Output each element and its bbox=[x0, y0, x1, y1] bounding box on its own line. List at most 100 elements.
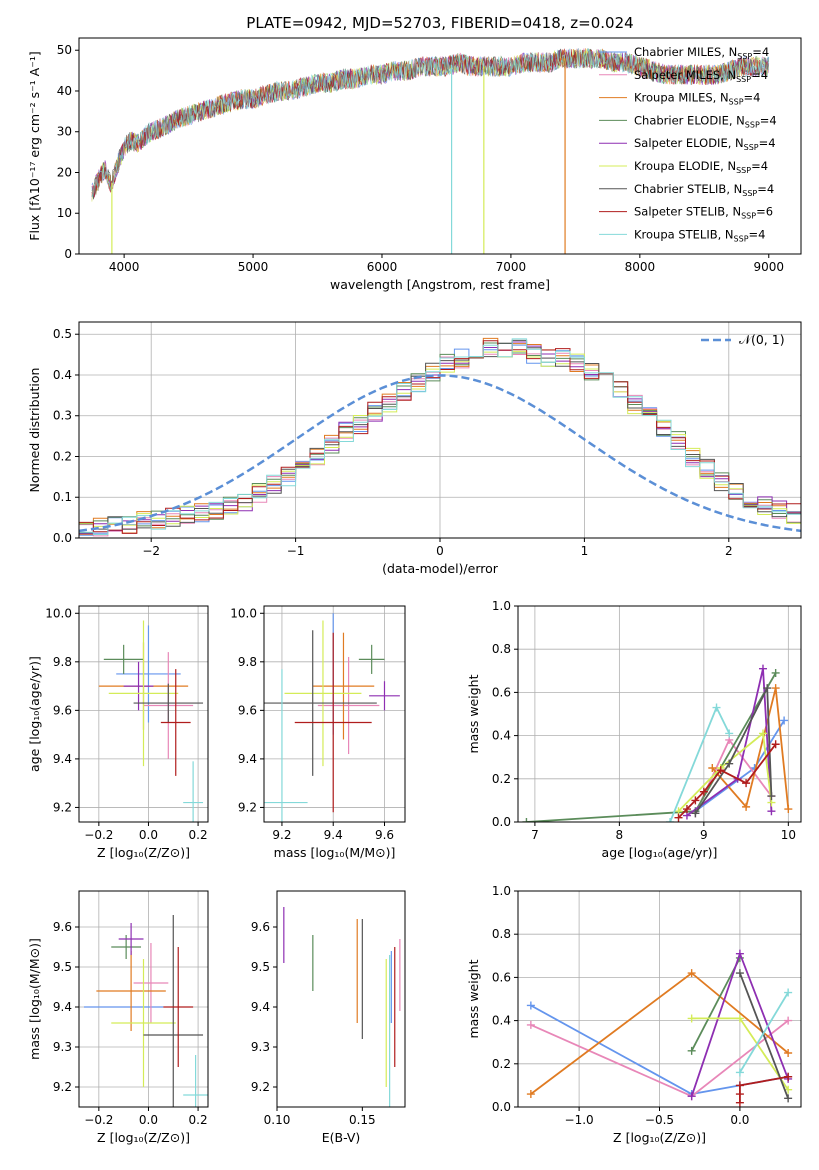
legend-entry: Chabrier MILES, NSSP=4 bbox=[634, 45, 769, 61]
y-tick-label: 0.8 bbox=[492, 642, 511, 656]
y-tick-label: 0.4 bbox=[53, 368, 72, 382]
weight-marker bbox=[742, 802, 751, 811]
legend-entry: Kroupa ELODIE, NSSP=4 bbox=[634, 159, 768, 175]
x-tick-label: −2 bbox=[142, 544, 160, 558]
weight-marker bbox=[771, 668, 780, 677]
y-tick-label: 9.8 bbox=[238, 655, 257, 669]
y-tick-label: 0.4 bbox=[492, 729, 511, 743]
legend-entry: Chabrier STELIB, NSSP=4 bbox=[634, 182, 774, 198]
x-tick-label: 8000 bbox=[625, 260, 656, 274]
y-tick-label: 9.4 bbox=[53, 752, 72, 766]
x-tick-label: 0.0 bbox=[139, 1113, 158, 1127]
y-axis-label: age [log₁₀(age/yr)] bbox=[27, 656, 42, 772]
y-tick-label: 9.6 bbox=[238, 703, 257, 717]
y-tick-label: 9.3 bbox=[251, 1040, 270, 1054]
weight-marker bbox=[687, 1014, 696, 1023]
x-axis-label: age [log₁₀(age/yr)] bbox=[602, 845, 718, 860]
weight-marker bbox=[771, 740, 780, 749]
weight-marker bbox=[526, 1001, 535, 1010]
histogram-step bbox=[79, 338, 801, 538]
weight-marker bbox=[682, 805, 691, 814]
y-axis-label: Flux [fλ10⁻¹⁷ erg cm⁻² s⁻¹ A⁻¹] bbox=[27, 51, 42, 240]
legend-value: =4 bbox=[752, 45, 769, 59]
legend-entry: Kroupa MILES, NSSP=4 bbox=[634, 91, 760, 107]
legend-subscript: SSP bbox=[736, 75, 751, 84]
x-axis-label: Z [log₁₀(Z/Z⊙)] bbox=[97, 1130, 190, 1145]
y-tick-label: 9.2 bbox=[251, 1080, 270, 1094]
y-tick-label: 9.2 bbox=[53, 1080, 72, 1094]
x-axis-label: (data-model)/error bbox=[382, 561, 499, 576]
y-tick-label: 0.2 bbox=[53, 449, 72, 463]
y-tick-label: 0 bbox=[64, 247, 72, 261]
y-tick-label: 9.4 bbox=[251, 1000, 270, 1014]
y-tick-label: 0.0 bbox=[492, 815, 511, 829]
plot-area bbox=[79, 606, 208, 822]
legend-value: =4 bbox=[749, 227, 766, 241]
y-tick-label: 9.2 bbox=[53, 800, 72, 814]
x-tick-label: 4000 bbox=[109, 260, 140, 274]
y-tick-label: 0.2 bbox=[492, 1057, 511, 1071]
plot-area bbox=[518, 891, 801, 1107]
y-tick-label: 9.6 bbox=[53, 920, 72, 934]
weight-marker bbox=[666, 818, 675, 822]
x-tick-label: −0.2 bbox=[84, 828, 113, 842]
x-tick-label: −1 bbox=[287, 544, 305, 558]
y-tick-label: 0.6 bbox=[492, 970, 511, 984]
weight-marker bbox=[767, 807, 776, 816]
weight-marker bbox=[758, 729, 767, 738]
panel-mass_vs_EBV: 0.10 0.15 9.2 9.3 9.4 9.5 9.6 E(B-V) bbox=[251, 890, 406, 1145]
x-axis-label: mass [log₁₀(M/M⊙)] bbox=[274, 845, 396, 860]
legend-value: =4 bbox=[751, 159, 768, 173]
weight-marker bbox=[784, 805, 793, 814]
legend-entry: Salpeter STELIB, NSSP=6 bbox=[634, 205, 773, 221]
legend-entry: 𝒩(0, 1) bbox=[739, 332, 785, 347]
legend-subscript: SSP bbox=[734, 234, 749, 243]
x-tick-label: 9.2 bbox=[272, 828, 291, 842]
y-tick-label: 10.0 bbox=[230, 606, 257, 620]
legend-subscript: SSP bbox=[741, 212, 756, 221]
y-tick-label: 0.0 bbox=[492, 1100, 511, 1114]
weight-marker bbox=[526, 1090, 535, 1099]
weight-marker bbox=[763, 684, 772, 693]
y-tick-label: 30 bbox=[57, 125, 72, 139]
weight-marker bbox=[784, 1016, 793, 1025]
weight-marker bbox=[784, 988, 793, 997]
x-tick-label: 5000 bbox=[238, 260, 269, 274]
legend-entry: Salpeter ELODIE, NSSP=4 bbox=[634, 136, 776, 152]
x-tick-label: 1 bbox=[581, 544, 589, 558]
y-tick-label: 9.5 bbox=[251, 960, 270, 974]
y-tick-label: 10.0 bbox=[45, 606, 72, 620]
legend-value: =6 bbox=[756, 205, 773, 219]
y-tick-label: 0.8 bbox=[492, 927, 511, 941]
weight-marker bbox=[725, 759, 734, 768]
weight-line bbox=[739, 992, 789, 1073]
x-tick-label: 10 bbox=[781, 828, 796, 842]
legend-subscript: SSP bbox=[744, 143, 759, 152]
weight-line bbox=[739, 1075, 789, 1103]
x-tick-label: 8 bbox=[616, 828, 624, 842]
y-tick-label: 0.3 bbox=[53, 409, 72, 423]
panel-spectrum: 4000 5000 6000 7000 8000 9000 0 10 20 30 40 50 wavel… bbox=[27, 37, 802, 292]
figure-title: PLATE=0942, MJD=52703, FIBERID=0418, z=0… bbox=[246, 14, 633, 32]
spectrum-line bbox=[91, 48, 770, 198]
y-tick-label: 0.1 bbox=[53, 490, 72, 504]
legend-value: =4 bbox=[757, 182, 774, 196]
legend-entry: Kroupa STELIB, NSSP=4 bbox=[634, 227, 765, 243]
x-tick-label: −1.0 bbox=[565, 1113, 594, 1127]
normal-curve bbox=[79, 374, 801, 533]
panel-weight_vs_age: 7 8 9 10 0.0 0.2 0.4 0.6 0.8 1.0 age [log₁₀(age/yr… bbox=[466, 599, 802, 860]
weight-line bbox=[739, 972, 789, 1099]
weight-marker bbox=[712, 703, 721, 712]
panel-age_vs_Z: −0.2 0.0 0.2 9.2 9.4 9.6 9.8 10.0 Z [log₁₀(Z/Z⊙)… bbox=[27, 605, 209, 860]
weight-marker bbox=[784, 1094, 793, 1103]
y-tick-label: 1.0 bbox=[492, 884, 511, 898]
weight-marker bbox=[780, 716, 789, 725]
axes-frame bbox=[78, 37, 802, 255]
weight-line bbox=[711, 687, 790, 810]
panel-mass_vs_Z: −0.2 0.0 0.2 9.2 9.3 9.4 9.5 9.6 Z [log₁₀(Z/Z⊙)]… bbox=[27, 890, 209, 1145]
weight-marker bbox=[735, 1014, 744, 1023]
y-tick-label: 9.6 bbox=[53, 703, 72, 717]
axes-frame bbox=[263, 605, 406, 823]
weight-marker bbox=[784, 1049, 793, 1057]
legend-subscript: SSP bbox=[736, 166, 751, 175]
